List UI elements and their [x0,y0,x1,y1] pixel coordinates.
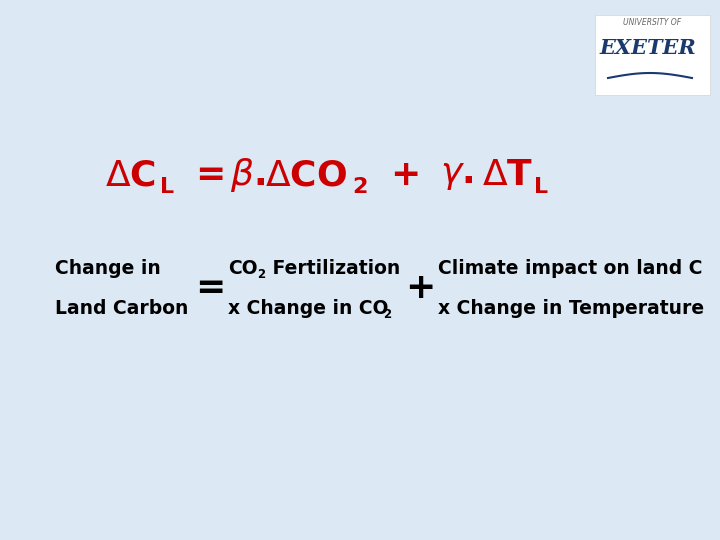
Text: =: = [195,271,225,305]
Text: +: + [405,271,436,305]
Text: =: = [195,158,225,192]
Text: EXETER: EXETER [600,38,696,58]
Text: $\Delta$CO: $\Delta$CO [265,158,347,192]
Text: Fertilization: Fertilization [266,259,400,278]
Text: 2: 2 [352,177,367,197]
Text: Climate impact on land C: Climate impact on land C [438,259,703,278]
Text: Change in: Change in [55,259,161,278]
Text: Land Carbon: Land Carbon [55,299,189,318]
Text: $\beta$.: $\beta$. [230,156,265,194]
Text: UNIVERSITY OF: UNIVERSITY OF [623,18,681,27]
Text: $\gamma$.: $\gamma$. [440,158,473,192]
Text: L: L [534,177,548,197]
FancyBboxPatch shape [595,15,710,95]
Text: +: + [390,158,420,192]
Text: 2: 2 [383,308,391,321]
Text: x Change in Temperature: x Change in Temperature [438,299,704,318]
Text: CO: CO [228,259,258,278]
Text: 2: 2 [257,268,265,281]
Text: $\Delta$C: $\Delta$C [105,158,156,192]
Text: L: L [160,177,174,197]
Text: $\Delta$T: $\Delta$T [482,158,533,192]
Text: x Change in CO: x Change in CO [228,299,389,318]
